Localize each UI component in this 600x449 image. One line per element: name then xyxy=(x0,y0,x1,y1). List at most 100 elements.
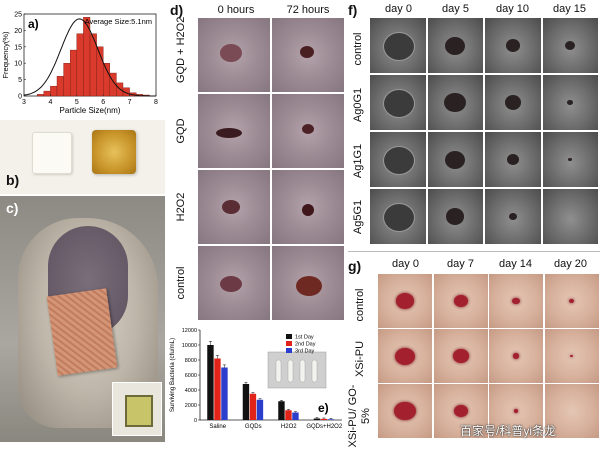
bar-1st-day xyxy=(313,418,321,420)
g-column-day7: day 7 xyxy=(447,258,474,270)
x-tick-label: 7 xyxy=(128,99,132,106)
bar-1st-day xyxy=(207,345,214,420)
y-tick-label: 5 xyxy=(18,77,22,84)
category-label: GQDs+H2O2 xyxy=(306,424,343,430)
white-film xyxy=(32,132,72,174)
wound-area xyxy=(565,41,576,50)
f-wound-photo xyxy=(370,75,426,130)
legend-swatch xyxy=(286,341,292,346)
f-wound-photo xyxy=(485,189,541,244)
gold-film xyxy=(92,130,136,174)
d-photo-control-72h xyxy=(272,246,344,320)
average-size-annotation: Average Size:5.1nm xyxy=(85,17,152,26)
d-photo-gqd-0h xyxy=(198,94,270,168)
y-tick-label: 20 xyxy=(14,28,22,35)
y-axis-label: Frequency(%) xyxy=(1,31,10,79)
y-tick-label: 10000 xyxy=(182,343,197,349)
inset-photo xyxy=(112,382,162,436)
wound-area xyxy=(569,298,574,304)
y-tick-label: 4000 xyxy=(185,388,197,394)
legend-label: 1st Day xyxy=(295,335,314,341)
y-axis-label: Surviving Bacteria (cfu/mL) xyxy=(169,338,176,412)
f-row-control: control xyxy=(352,32,364,66)
d-photo-gqd-72h xyxy=(272,94,344,168)
inset-film xyxy=(125,395,153,427)
f-wound-photo xyxy=(427,189,483,244)
panel-e-label: e) xyxy=(318,401,329,415)
bar-1st-day xyxy=(278,401,285,420)
tube-icon xyxy=(275,359,282,383)
legend-swatch xyxy=(286,348,292,353)
f-wound-photo xyxy=(485,75,541,130)
g-row-xsi-pu-go: XSi-PU/ GO-5% xyxy=(347,384,372,448)
panel-g-label: g) xyxy=(348,258,362,274)
g-wound-photo xyxy=(544,274,599,328)
watermark-text: 百家号/科普yi条龙 xyxy=(460,424,557,438)
legend-swatch xyxy=(286,334,292,339)
d-photo-h2o2-72h xyxy=(272,170,344,244)
f-wound-photo xyxy=(427,132,483,187)
x-tick-label: 5 xyxy=(75,99,79,106)
wound-area xyxy=(395,347,415,365)
bar-2nd-day xyxy=(285,410,292,420)
f-column-day0: day 0 xyxy=(385,3,412,15)
y-tick-label: 2000 xyxy=(185,403,197,409)
histogram-bar xyxy=(102,63,110,97)
wound-area xyxy=(568,157,573,162)
histogram-chart: 3 4 5 6 7 8 0 5 10 15 20 25 Particle Size(nm) Frequen… xyxy=(1,12,158,116)
wound-area xyxy=(382,203,415,232)
row-gqd: GQD xyxy=(175,118,187,144)
bar-2nd-day xyxy=(214,358,221,420)
bar-2nd-day xyxy=(249,393,257,420)
g-row-xsi-pu: XSi-PU xyxy=(354,340,366,378)
g-wound-photo xyxy=(544,384,599,438)
f-row-ag1g1: Ag1G1 xyxy=(352,143,364,179)
row-h2o2: H2O2 xyxy=(175,192,187,222)
g-wound-photo xyxy=(378,384,432,438)
f-row-ag0g1: Ag0G1 xyxy=(352,87,364,123)
bar-2nd-day xyxy=(320,418,328,420)
bar-3rd-day xyxy=(292,412,299,420)
wound-area xyxy=(506,154,519,165)
f-wound-photo xyxy=(370,132,426,187)
histogram-bar xyxy=(76,33,84,97)
bar-3rd-day xyxy=(221,367,228,420)
wound-area xyxy=(452,349,469,363)
wound-area xyxy=(444,92,467,113)
x-tick-label: 8 xyxy=(154,99,158,106)
wound-area xyxy=(446,208,465,225)
category-label: GQDs xyxy=(245,424,262,430)
f-column-day10: day 10 xyxy=(495,3,530,15)
wound-area xyxy=(453,295,468,307)
y-tick-label: 0 xyxy=(18,94,22,101)
y-tick-label: 15 xyxy=(14,44,22,51)
g-wound-photo xyxy=(433,384,488,438)
panel-d-label: d) xyxy=(170,2,184,18)
wound-area xyxy=(512,297,520,305)
g-photo-grid xyxy=(378,274,600,440)
x-axis-label: Particle Size(nm) xyxy=(60,106,121,115)
d-photo-h2o2-0h xyxy=(198,170,270,244)
y-tick-label: 25 xyxy=(14,12,22,19)
wound-area xyxy=(514,409,518,413)
f-wound-photo xyxy=(370,18,426,73)
x-tick-label: 3 xyxy=(22,99,26,106)
wound-area xyxy=(513,353,519,359)
f-photo-grid xyxy=(370,18,600,246)
g-wound-photo xyxy=(544,329,599,383)
f-wound-photo xyxy=(370,189,426,244)
g-wound-photo xyxy=(433,329,488,383)
panel-e: 0 2000 4000 6000 8000 10000 12000 Saline GQDs H2O… xyxy=(168,322,346,442)
tube-icon xyxy=(299,359,306,383)
y-tick-label: 10 xyxy=(14,61,22,68)
f-column-day5: day 5 xyxy=(442,3,469,15)
histogram-bar xyxy=(122,87,130,97)
g-wound-photo xyxy=(378,274,432,328)
row-gqd-h2o2: GQD + H2O2 xyxy=(175,16,187,83)
panel-b-photo: b) xyxy=(0,120,165,194)
patch-dressing xyxy=(46,288,118,376)
f-wound-photo xyxy=(427,18,483,73)
wound-area xyxy=(504,95,521,110)
legend-label: 2nd Day xyxy=(295,342,316,348)
panel-d: d) 0 hours 72 hours GQD + H2O2 GQD H2O2 … xyxy=(168,0,346,322)
